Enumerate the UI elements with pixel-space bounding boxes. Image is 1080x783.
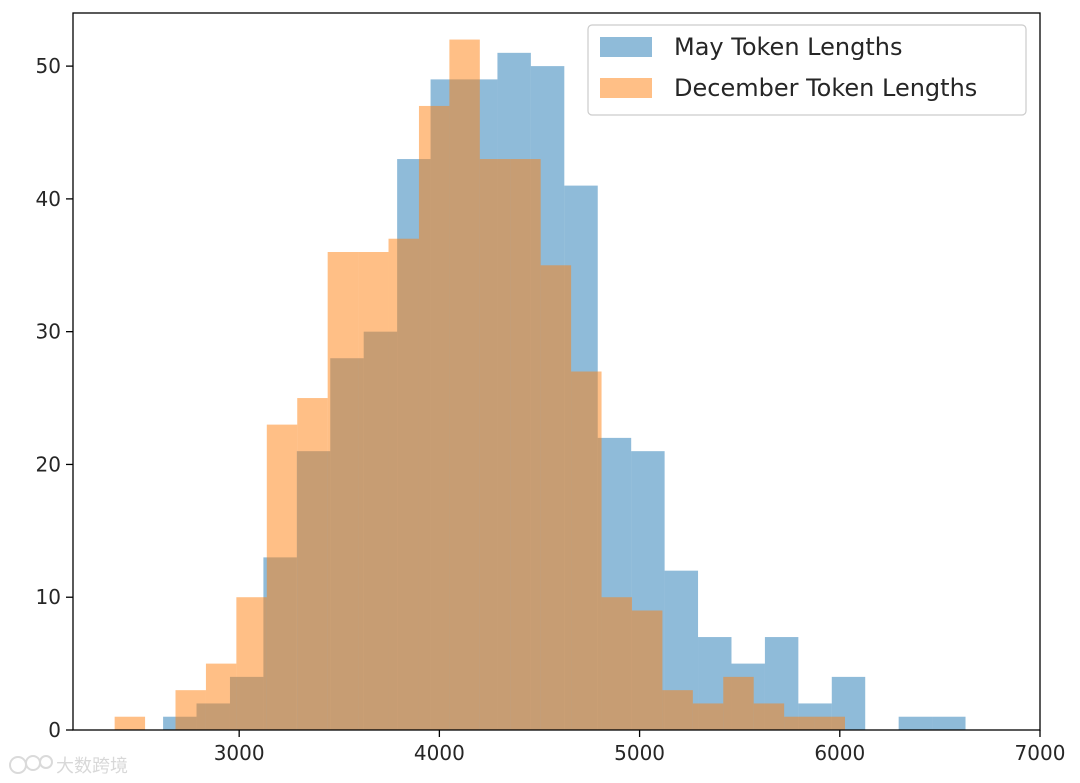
legend-swatch-december <box>600 78 652 98</box>
legend-swatch-may <box>600 37 652 57</box>
histogram-bar-series-1-bin-7 <box>327 252 359 730</box>
legend-label-may: May Token Lengths <box>674 33 902 61</box>
histogram-bar-series-1-bin-14 <box>540 265 572 730</box>
histogram-bar-series-1-bin-5 <box>266 424 298 730</box>
histogram-bar-series-1-bin-15 <box>571 371 602 730</box>
x-tick-label-1: 4000 <box>414 741 465 765</box>
x-tick-label-0: 3000 <box>214 741 265 765</box>
histogram-bar-series-1-bin-0 <box>114 716 146 730</box>
histogram-bar-series-1-bin-8 <box>358 252 389 730</box>
histogram-bar-series-1-bin-3 <box>205 663 237 730</box>
histogram-bar-series-0-bin-23 <box>932 716 966 730</box>
histogram-bar-series-1-bin-12 <box>479 159 511 731</box>
histogram-bar-series-1-bin-19 <box>692 703 724 730</box>
histogram-bar-series-1-bin-18 <box>662 690 693 730</box>
x-tick-label-3: 6000 <box>814 741 865 765</box>
x-tick-label-4: 7000 <box>1015 741 1066 765</box>
logo-mark-icon <box>9 755 53 774</box>
histogram-bar-series-1-bin-2 <box>175 690 206 730</box>
axes-layer: 3000 4000 5000 6000 7000 0 10 20 30 40 50 <box>36 12 1066 765</box>
histogram-bar-series-1-bin-13 <box>510 159 541 731</box>
histogram-bar-series-1-bin-6 <box>297 398 328 730</box>
legend-frame <box>587 24 1027 116</box>
histogram-bar-series-1-bin-21 <box>753 703 785 730</box>
histogram-bar-series-1-bin-20 <box>723 676 754 730</box>
plot-frame <box>72 12 1041 731</box>
histogram-bar-series-1-bin-4 <box>236 597 267 730</box>
histogram-bar-series-1-bin-11 <box>449 39 480 731</box>
legend: May Token Lengths December Token Lengths <box>587 24 1027 116</box>
histogram-bar-series-1-bin-16 <box>601 597 632 730</box>
histogram-bar-series-1-bin-23 <box>814 716 845 730</box>
histogram-bar-series-1-bin-9 <box>388 238 419 730</box>
histogram-bar-series-1-bin-17 <box>631 610 663 730</box>
y-tick-label-3: 30 <box>36 320 61 344</box>
histogram-bar-series-0-bin-22 <box>898 716 933 730</box>
x-tick-label-2: 5000 <box>614 741 665 765</box>
bars-layer <box>114 39 966 731</box>
histogram-bar-series-1-bin-22 <box>784 716 815 730</box>
y-tick-label-1: 10 <box>36 585 61 609</box>
y-tick-label-5: 50 <box>36 54 61 78</box>
legend-label-december: December Token Lengths <box>674 74 977 102</box>
y-tick-label-2: 20 <box>36 452 61 476</box>
histogram-bar-series-1-bin-10 <box>418 105 450 730</box>
watermark-text: 大数跨境 <box>56 756 128 777</box>
y-tick-label-4: 40 <box>36 187 61 211</box>
y-tick-label-0: 0 <box>48 718 61 742</box>
watermark: 大数跨境 <box>9 755 128 777</box>
